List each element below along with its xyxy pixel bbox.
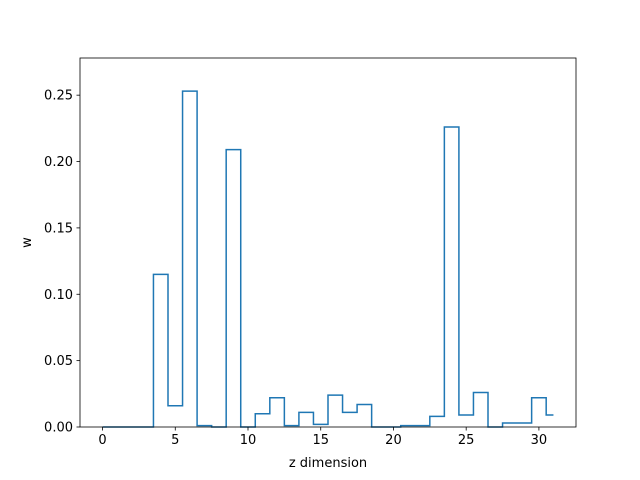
axes-spines xyxy=(79,57,577,428)
y-axis-ticks: 0.00 0.05 0.10 0.15 0.20 0.25 xyxy=(44,89,80,436)
plot-area xyxy=(80,58,576,427)
y-tick-label: 0.05 xyxy=(44,354,73,369)
y-tick-label: 0.20 xyxy=(44,155,73,170)
x-tick-label: 30 xyxy=(531,433,548,448)
y-tick-label: 0.15 xyxy=(44,221,73,236)
x-tick-label: 10 xyxy=(240,433,257,448)
x-axis-ticks: 0 5 10 15 20 25 30 xyxy=(98,427,547,448)
y-tick-label: 0.00 xyxy=(44,421,73,436)
series-layer xyxy=(102,90,554,428)
x-axis-label: z dimension xyxy=(289,456,367,471)
y-tick-label: 0.10 xyxy=(44,288,73,303)
x-tick-label: 15 xyxy=(312,433,329,448)
y-tick-label: 0.25 xyxy=(44,89,73,104)
x-tick-label: 0 xyxy=(98,433,106,448)
x-tick-label: 5 xyxy=(171,433,179,448)
axes-frame xyxy=(79,57,577,428)
series-step-line xyxy=(102,90,554,428)
x-tick-label: 25 xyxy=(458,433,475,448)
x-tick-label: 20 xyxy=(385,433,402,448)
y-axis-label: w xyxy=(20,237,35,248)
